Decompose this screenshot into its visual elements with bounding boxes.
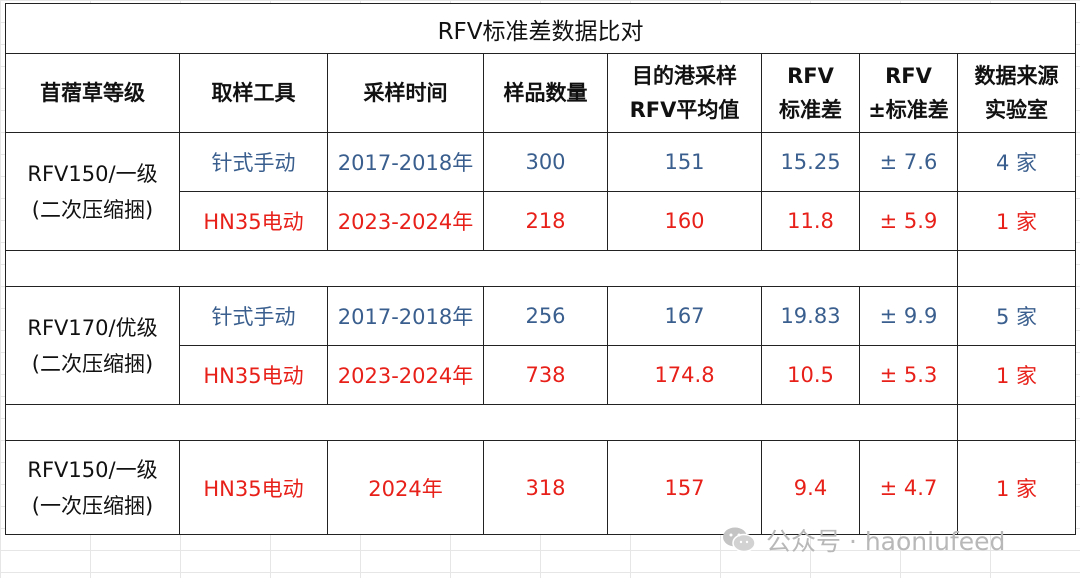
sd-cell: 11.8 [761, 191, 860, 251]
watermark: 公众号 · haoniufeed [722, 520, 1052, 560]
lab-cell: 5 家 [956, 286, 1077, 346]
avg-cell: 167 [607, 286, 762, 346]
header-lab: 数据来源 实验室 [956, 53, 1077, 133]
header-avg: 目的港采样 RFV平均值 [607, 53, 762, 133]
tool-cell: HN35电动 [179, 345, 328, 405]
table-row: HN35电动 2023-2024年 738 174.8 10.5 ± 5.3 1… [6, 345, 1077, 405]
tool-cell: HN35电动 [179, 440, 328, 535]
header-pm-line2: ±标准差 [868, 98, 949, 122]
count-cell: 738 [483, 345, 608, 405]
wechat-icon [723, 527, 756, 553]
table-row: RFV170/优级 (二次压缩捆) 针式手动 2017-2018年 256 167… [5, 286, 1077, 405]
header-sd-line2: 标准差 [779, 98, 842, 122]
pm-cell: ± 7.6 [859, 132, 958, 192]
time-cell: 2023-2024年 [327, 345, 484, 405]
header-sd-line1: RFV [787, 64, 834, 88]
header-avg-line2: RFV平均值 [629, 98, 740, 122]
header-pm-line1: RFV [885, 64, 932, 88]
spacer-row [5, 404, 1077, 441]
lab-cell: 1 家 [956, 345, 1077, 405]
grade-line2: (一次压缩捆) [31, 493, 154, 518]
header-pm: RFV ±标准差 [859, 53, 958, 133]
table-row: RFV150/一级 (二次压缩捆) 针式手动 2017-2018年 300 151… [5, 132, 1077, 251]
grade-cell: RFV150/一级 (二次压缩捆) [5, 132, 180, 251]
avg-cell: 174.8 [607, 345, 762, 405]
avg-cell: 151 [607, 132, 762, 192]
grade-line1: RFV150/一级 [27, 457, 158, 482]
sd-cell: 15.25 [761, 132, 860, 192]
pm-cell: ± 5.3 [859, 345, 958, 405]
pm-cell: ± 5.9 [859, 191, 958, 251]
spacer-row [5, 250, 1077, 287]
header-grade: 苜蓿草等级 [5, 53, 180, 133]
lab-cell: 1 家 [956, 191, 1077, 251]
grade-line2: (二次压缩捆) [31, 351, 154, 376]
time-cell: 2017-2018年 [327, 286, 484, 346]
header-lab-line1: 数据来源 [974, 64, 1059, 88]
table-title: RFV标准差数据比对 [4, 3, 1077, 54]
lab-cell: 4 家 [956, 132, 1077, 192]
grade-line1: RFV170/优级 [27, 315, 158, 340]
spacer-cell [5, 250, 958, 287]
spacer-cell [5, 404, 958, 441]
spacer-cell [956, 404, 1077, 441]
tool-cell: 针式手动 [179, 132, 328, 192]
spacer-cell [956, 250, 1077, 287]
grade-cell: RFV170/优级 (二次压缩捆) [5, 286, 180, 405]
header-sd: RFV 标准差 [761, 53, 860, 133]
grade-line2: (二次压缩捆) [31, 197, 154, 222]
rfv-comparison-table: RFV标准差数据比对 苜蓿草等级 取样工具 采样时间 样品数量 目的港采样 RFV… [4, 3, 1077, 535]
grade-cell: RFV150/一级 (一次压缩捆) [5, 440, 180, 535]
sd-cell: 9.4 [761, 440, 860, 535]
lab-cell: 1 家 [956, 440, 1077, 535]
table-row: RFV150/一级 (一次压缩捆) HN35电动 2024年 318 157 9.… [5, 440, 1077, 535]
avg-cell: 160 [607, 191, 762, 251]
table-row: HN35电动 2023-2024年 218 160 11.8 ± 5.9 1 家 [6, 191, 1077, 251]
header-tool: 取样工具 [179, 53, 328, 133]
count-cell: 300 [483, 132, 608, 192]
count-cell: 218 [483, 191, 608, 251]
header-avg-line1: 目的港采样 [632, 64, 737, 88]
sd-cell: 19.83 [761, 286, 860, 346]
header-time: 采样时间 [327, 53, 484, 133]
tool-cell: 针式手动 [179, 286, 328, 346]
grade-line1: RFV150/一级 [27, 161, 158, 186]
header-row: 苜蓿草等级 取样工具 采样时间 样品数量 目的港采样 RFV平均值 RFV 标准差 … [5, 53, 1077, 133]
count-cell: 256 [483, 286, 608, 346]
sd-cell: 10.5 [761, 345, 860, 405]
watermark-text: 公众号 · haoniufeed [766, 527, 1006, 556]
header-lab-line2: 实验室 [985, 98, 1049, 122]
time-cell: 2023-2024年 [327, 191, 484, 251]
tool-cell: HN35电动 [179, 191, 328, 251]
pm-cell: ± 9.9 [859, 286, 958, 346]
header-count: 样品数量 [483, 53, 608, 133]
count-cell: 318 [483, 440, 608, 535]
time-cell: 2024年 [327, 440, 484, 535]
time-cell: 2017-2018年 [327, 132, 484, 192]
